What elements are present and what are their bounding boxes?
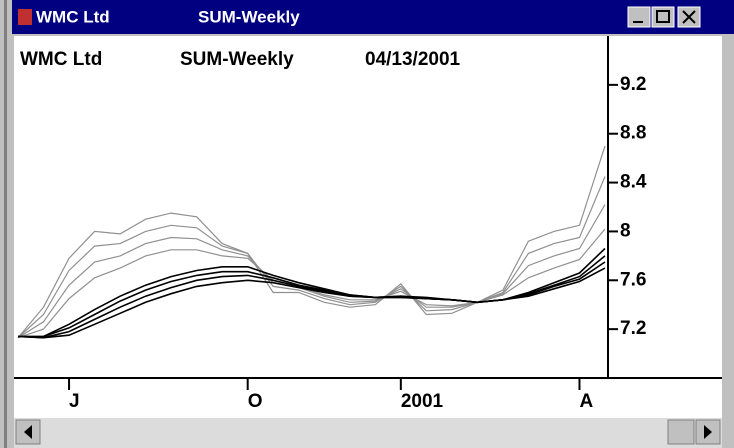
scroll-right-icon [704,425,712,439]
title-bar [12,0,734,34]
scroll-thumb[interactable] [667,419,695,445]
y-tick-label: 7.6 [620,269,646,290]
minimize-button[interactable] [627,6,651,28]
y-tick-label: 9.2 [620,74,646,95]
y-tick-label: 8.4 [620,172,647,193]
scrollbar[interactable] [14,418,722,448]
scroll-left-icon [24,425,32,439]
series-line [17,176,606,339]
series-line [17,204,606,339]
chart-title: WMC Ltd [20,49,102,70]
x-tick-label: 2001 [401,391,444,412]
y-tick-label: 8 [620,220,631,241]
maximize-icon [656,10,670,23]
chart-area [14,36,722,418]
close-icon [682,10,696,24]
window-controls [627,6,701,28]
chart-date: 04/13/2001 [365,49,461,70]
window-subtitle: SUM-Weekly [198,7,300,26]
app-icon [18,9,32,25]
y-tick-label: 7.2 [620,318,646,339]
y-tick-label: 8.8 [620,123,646,144]
chart-subtitle: SUM-Weekly [180,49,294,70]
scroll-right[interactable] [695,419,721,445]
x-tick-label: O [248,391,263,412]
series-line [17,145,606,339]
x-tick-label: J [69,391,80,412]
x-tick-label: A [579,391,593,412]
series-line [17,267,606,339]
frame-edge [4,0,7,448]
window-title: WMC Ltd [36,7,110,26]
